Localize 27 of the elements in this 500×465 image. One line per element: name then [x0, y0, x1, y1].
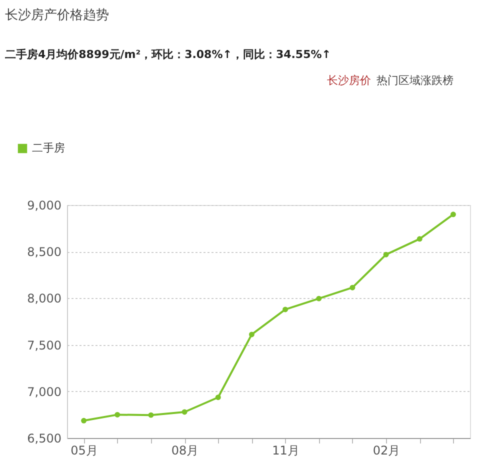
x-tick-label: 08月 [171, 444, 199, 458]
y-tick-label: 6,500 [27, 432, 62, 446]
point [316, 296, 322, 302]
y-tick-label: 8,000 [27, 292, 62, 306]
chart-title: 长沙房产价格趋势 [5, 7, 109, 23]
x-tick-label: 02月 [372, 444, 400, 458]
y-tick-label: 7,500 [27, 338, 62, 352]
text: 长沙房价 [327, 74, 371, 87]
point [182, 409, 188, 415]
chart-subtitle: 二手房4月均价8899元/m²，环比：3.08%↑，同比：34.55%↑ [5, 48, 331, 61]
legend-label: 二手房 [32, 142, 65, 154]
point [248, 332, 254, 338]
point [148, 412, 154, 418]
x-tick-label: 11月 [272, 444, 300, 458]
x-tick-label: 05月 [70, 444, 98, 458]
text: 热门区域涨跌榜 [376, 74, 454, 87]
point [416, 236, 422, 242]
point [383, 252, 389, 258]
y-tick-label: 7,000 [27, 384, 62, 399]
point [282, 306, 288, 312]
y-tick-label: 9,000 [27, 198, 62, 212]
point [350, 284, 356, 290]
point [114, 412, 120, 418]
y-tick-label: 8,500 [27, 245, 62, 260]
point [81, 418, 87, 424]
point [450, 212, 456, 218]
point [215, 394, 221, 400]
